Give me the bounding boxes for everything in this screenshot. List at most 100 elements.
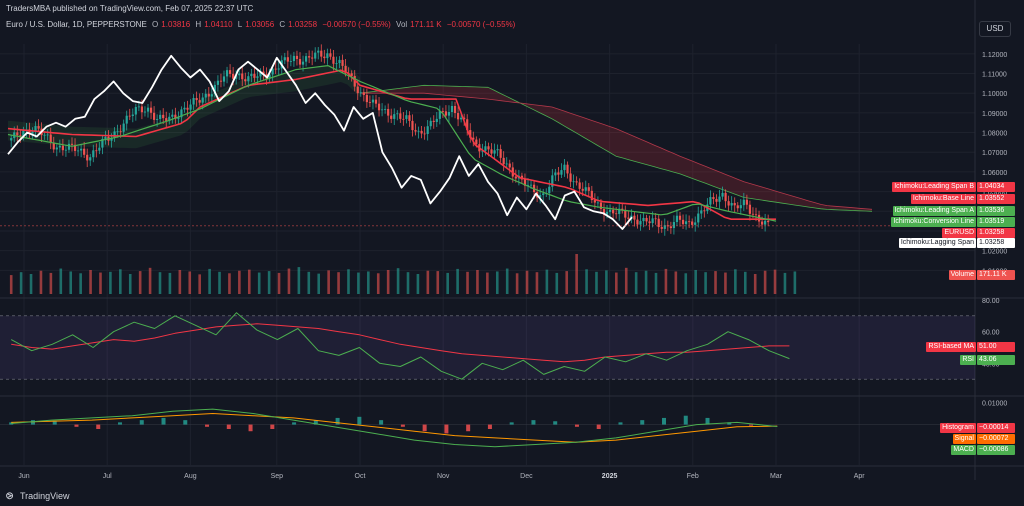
volume-bar bbox=[277, 272, 281, 294]
macd-line bbox=[11, 408, 778, 448]
candle-body bbox=[393, 114, 396, 119]
candle-body bbox=[64, 149, 68, 151]
volume-bar bbox=[367, 271, 370, 294]
candle-body bbox=[654, 218, 657, 220]
macd-histogram-bar bbox=[379, 420, 384, 425]
candle-body bbox=[499, 149, 502, 158]
volume-bar bbox=[89, 270, 92, 294]
candle-body bbox=[569, 173, 572, 182]
candle-body bbox=[730, 203, 733, 206]
rsi-tick-label: 80.00 bbox=[982, 298, 1000, 305]
volume-tag-value: 171.11 K bbox=[977, 270, 1015, 280]
candle-body bbox=[426, 126, 429, 134]
price-tick-label: 1.02000 bbox=[982, 249, 1007, 256]
currency-button[interactable]: USD bbox=[979, 21, 1011, 37]
candle-body bbox=[189, 104, 192, 110]
volume-bar bbox=[535, 272, 539, 294]
candle-body bbox=[669, 226, 672, 229]
candle-body bbox=[16, 132, 19, 136]
candle-body bbox=[247, 76, 250, 82]
candle-body bbox=[721, 192, 724, 197]
close-label: C bbox=[279, 20, 286, 29]
candle-body bbox=[201, 97, 204, 103]
volume-bar bbox=[773, 269, 777, 294]
candle-body bbox=[493, 150, 496, 154]
volume-bar bbox=[446, 272, 449, 294]
candle-body bbox=[423, 133, 426, 135]
candle-body bbox=[712, 197, 715, 199]
candle-body bbox=[332, 56, 335, 64]
candle-body bbox=[253, 73, 256, 78]
macd-histogram-bar bbox=[335, 417, 340, 425]
leading-span-a-tag-label: Ichimoku:Leading Span A bbox=[892, 206, 976, 216]
volume-bar bbox=[247, 269, 251, 294]
volume-bar bbox=[743, 271, 747, 294]
candle-body bbox=[648, 221, 651, 224]
candle-body bbox=[368, 102, 372, 103]
volume-bar bbox=[238, 270, 241, 294]
volume-bar bbox=[605, 270, 608, 294]
candle-body bbox=[514, 176, 517, 179]
price-tick-label: 1.07000 bbox=[982, 150, 1007, 157]
candle-body bbox=[742, 199, 745, 206]
volume-bar bbox=[406, 272, 410, 294]
symbol-title[interactable]: Euro / U.S. Dollar, 1D, PEPPERSTONE bbox=[6, 20, 147, 29]
volume-bar bbox=[138, 271, 142, 294]
volume-bar bbox=[158, 272, 162, 294]
candle-body bbox=[110, 138, 113, 141]
volume-bar bbox=[198, 274, 201, 294]
candle-body bbox=[137, 106, 140, 108]
open-value: 1.03816 bbox=[161, 20, 191, 29]
volume-bar bbox=[267, 271, 271, 294]
time-tick-label: 2025 bbox=[602, 473, 618, 480]
candle-body bbox=[678, 215, 682, 220]
candle-body bbox=[621, 208, 624, 210]
ichimoku-conversion-line bbox=[7, 64, 777, 222]
volume-bar bbox=[19, 272, 23, 294]
candle-body bbox=[286, 57, 289, 62]
volume-bar bbox=[456, 268, 459, 294]
volume-bar bbox=[466, 271, 469, 294]
macd-histogram-bar bbox=[553, 421, 558, 425]
tradingview-logo-icon: ⧁ bbox=[6, 491, 14, 501]
candle-body bbox=[472, 137, 475, 140]
macd-histogram-bar bbox=[749, 424, 754, 426]
candle-body bbox=[408, 115, 411, 121]
candle-body bbox=[663, 225, 666, 229]
candle-body bbox=[754, 214, 758, 216]
symbol-legend[interactable]: Euro / U.S. Dollar, 1D, PEPPERSTONE O 1.0… bbox=[6, 20, 518, 29]
candle-body bbox=[505, 163, 508, 165]
volume-bar bbox=[128, 274, 132, 294]
volume-bar bbox=[486, 272, 489, 294]
macd-histogram-bar bbox=[574, 424, 579, 427]
volume-bar bbox=[317, 273, 321, 294]
candle-body bbox=[341, 59, 344, 66]
candle-body bbox=[329, 53, 332, 57]
publisher-line: TradersMBA published on TradingView.com,… bbox=[6, 4, 254, 13]
candle-body bbox=[715, 198, 718, 202]
volume-bar bbox=[644, 270, 648, 294]
tradingview-brand[interactable]: ⧁ TradingView bbox=[6, 491, 70, 502]
candle-body bbox=[444, 111, 448, 116]
candle-body bbox=[484, 146, 487, 151]
candle-body bbox=[219, 80, 223, 82]
volume-bar bbox=[615, 272, 618, 294]
time-tick-label: Dec bbox=[520, 473, 533, 480]
volume-bar bbox=[664, 268, 668, 294]
candle-body bbox=[566, 164, 569, 174]
candle-body bbox=[767, 220, 770, 223]
candle-body bbox=[508, 163, 511, 168]
candle-body bbox=[745, 199, 748, 205]
time-tick-label: Aug bbox=[184, 473, 197, 480]
candle-body bbox=[387, 108, 390, 116]
candle-body bbox=[608, 209, 612, 212]
low-label: L bbox=[237, 20, 243, 29]
histogram-tag-label: Histogram bbox=[940, 423, 976, 433]
volume-label: Vol bbox=[396, 20, 408, 29]
volume-bar bbox=[39, 270, 43, 294]
candle-body bbox=[55, 147, 58, 150]
volume-bar bbox=[337, 272, 340, 294]
candle-body bbox=[764, 220, 767, 225]
macd-histogram-bar bbox=[74, 424, 79, 427]
